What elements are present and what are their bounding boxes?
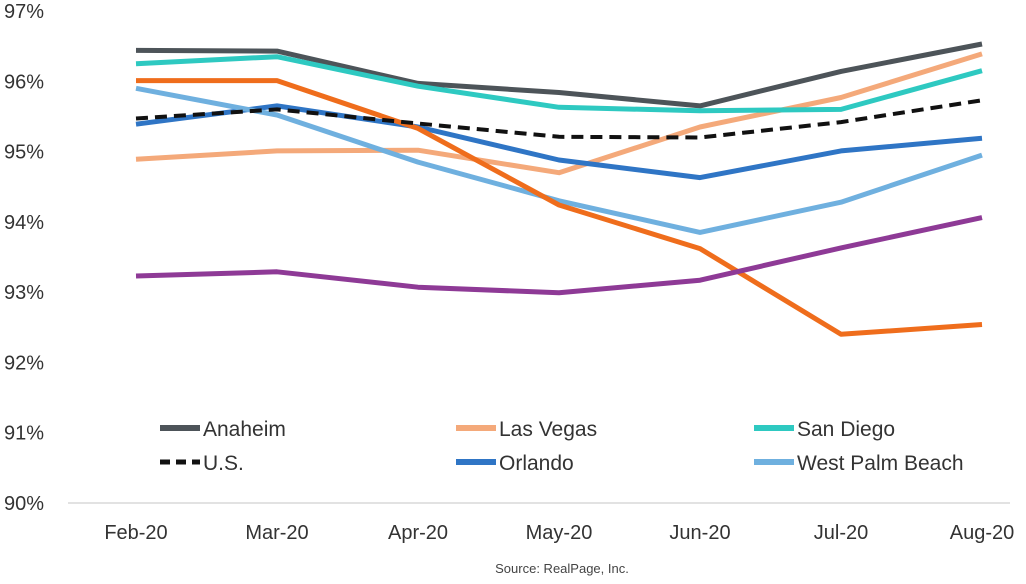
series-lines [135,41,983,337]
series-line-anaheim [135,41,983,109]
legend-label: San Diego [797,418,895,441]
legend-item-u-s: U.S. [160,452,244,475]
x-tick-label: Aug-20 [950,522,1015,544]
y-tick-label: 90% [4,493,44,515]
y-tick-label: 96% [4,71,44,93]
series-line-las-vegas [135,51,983,176]
x-tick-label: Feb-20 [104,522,167,544]
legend-item-orlando: Orlando [456,452,574,475]
legend-label: Las Vegas [499,418,597,441]
y-tick-label: 95% [4,142,44,164]
legend-label: West Palm Beach [797,452,964,475]
series-line-tampa [136,78,983,337]
series-line-orlando [135,103,983,181]
series-line-san-diego [135,54,983,114]
x-tick-label: Jun-20 [669,522,730,544]
legend-label: U.S. [203,452,244,475]
x-tick-label: Mar-20 [245,522,308,544]
x-tick-label: Jul-20 [814,522,868,544]
x-tick-label: May-20 [526,522,593,544]
legend: Anaheim Las Vegas San Diego U.S. Orlando West… [160,418,964,475]
legend-item-anaheim: Anaheim [160,418,286,441]
y-tick-label: 93% [4,282,44,304]
legend-item-las-vegas: Las Vegas [456,418,597,441]
y-tick-label: 91% [4,423,44,445]
y-tick-label: 92% [4,352,44,374]
y-tick-label: 97% [4,1,44,23]
source-note: Source: RealPage, Inc. [495,561,629,576]
x-axis: Feb-20 Mar-20 Apr-20 May-20 Jun-20 Jul-20 Aug-… [104,522,1014,544]
series-line-west-palm-beach [135,85,983,235]
series-line-miami [135,215,983,296]
y-axis: 90% 91% 92% 93% 94% 95% 96% 97% [4,1,44,515]
legend-item-west-palm-beach: West Palm Beach [754,452,964,475]
x-tick-label: Apr-20 [388,522,448,544]
y-tick-label: 94% [4,212,44,234]
legend-label: Orlando [499,452,574,475]
legend-label: Anaheim [203,418,286,441]
series-line-u-s [135,98,983,140]
legend-item-san-diego: San Diego [754,418,895,441]
